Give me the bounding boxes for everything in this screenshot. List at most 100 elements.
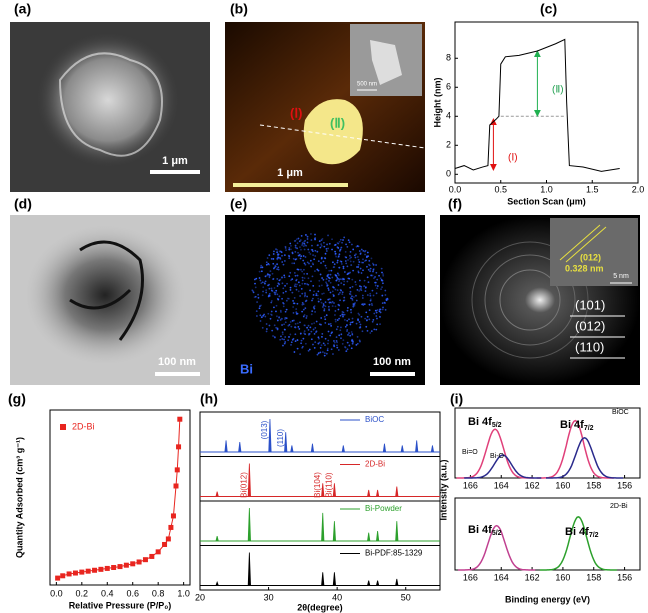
inset-scale-label: 500 nm — [357, 82, 377, 88]
dot — [349, 323, 352, 326]
point — [85, 568, 91, 574]
legend-label: Bi-PDF:85-1329 — [365, 549, 423, 558]
dot — [372, 318, 375, 321]
dot — [318, 240, 321, 243]
dot — [267, 262, 270, 265]
dot — [382, 306, 384, 309]
dot — [351, 243, 353, 246]
peak-label: Bi 4f5/2 — [468, 416, 502, 429]
dot — [325, 247, 328, 250]
dot — [359, 323, 362, 326]
dot — [310, 280, 312, 283]
dot — [265, 289, 268, 292]
dot — [325, 250, 328, 252]
dot — [380, 288, 382, 291]
dot — [294, 283, 297, 286]
dot — [343, 283, 345, 286]
panel-f: (f) (012) 0.328 nm 5 nm (101) (012) (110… — [440, 196, 640, 385]
dot — [285, 299, 288, 302]
dot — [323, 354, 326, 357]
x-tick-label: 0.5 — [494, 184, 507, 194]
dot — [333, 302, 335, 304]
dot — [310, 239, 313, 241]
dot — [379, 323, 381, 325]
dot — [343, 280, 346, 283]
dot — [334, 288, 337, 291]
dot — [340, 333, 343, 336]
dot — [334, 250, 336, 253]
dot — [359, 326, 362, 328]
dot — [264, 280, 267, 283]
point — [79, 569, 85, 575]
dot — [351, 333, 354, 335]
dot — [302, 315, 305, 318]
dot — [362, 269, 364, 272]
dot — [315, 294, 318, 297]
x-tick-label: 0.2 — [76, 588, 89, 598]
dot — [277, 256, 280, 259]
dot — [336, 289, 339, 292]
x-tick-label: 30 — [264, 592, 274, 602]
dot — [312, 306, 315, 309]
dot — [379, 308, 382, 311]
dot — [300, 342, 303, 345]
dot — [265, 263, 268, 266]
dot — [302, 255, 305, 257]
dot — [312, 254, 315, 257]
dot — [359, 285, 361, 287]
peak — [375, 489, 380, 497]
dot — [329, 291, 332, 294]
dot — [311, 299, 313, 302]
dot — [385, 299, 388, 302]
dot — [340, 337, 342, 340]
dot — [355, 294, 357, 297]
dot — [282, 263, 285, 266]
dot — [384, 294, 387, 296]
dot — [265, 291, 268, 294]
dot — [343, 271, 346, 273]
dot — [313, 258, 316, 261]
panel-e: (e) Bi 100 nm — [225, 196, 425, 385]
dot — [308, 348, 311, 351]
dot — [364, 287, 367, 289]
dot — [313, 332, 316, 335]
dot — [336, 341, 338, 344]
y-tick-label: 6 — [446, 82, 451, 92]
dot — [376, 317, 378, 320]
dot — [334, 320, 337, 323]
annotation: Bi-O — [490, 453, 505, 460]
dot — [335, 255, 338, 258]
dot — [291, 252, 294, 255]
dot — [283, 274, 286, 277]
peak-sub: 5/2 — [492, 422, 502, 429]
dot — [376, 309, 379, 311]
dot — [260, 270, 263, 273]
dot — [349, 260, 352, 263]
dot — [259, 320, 262, 322]
peak — [395, 486, 399, 497]
point — [117, 564, 123, 570]
dot — [330, 332, 333, 335]
dot — [319, 298, 322, 301]
point — [162, 541, 168, 547]
panel-label: (i) — [450, 391, 463, 407]
dot — [374, 276, 376, 278]
dot — [373, 277, 375, 280]
dot — [339, 329, 342, 332]
peak-name: Bi 4f — [560, 419, 584, 431]
dot — [340, 278, 342, 281]
dot — [371, 262, 374, 265]
dot — [258, 307, 261, 310]
dot — [305, 234, 307, 236]
dot — [330, 348, 333, 351]
dot — [306, 241, 309, 244]
dot — [342, 239, 344, 241]
dot — [327, 287, 330, 290]
fold — [69, 240, 144, 341]
dot — [348, 293, 351, 295]
dot — [318, 341, 321, 344]
dot — [301, 302, 304, 304]
dot — [297, 237, 300, 240]
dot — [381, 294, 384, 297]
y-tick-label: 8 — [446, 53, 451, 63]
